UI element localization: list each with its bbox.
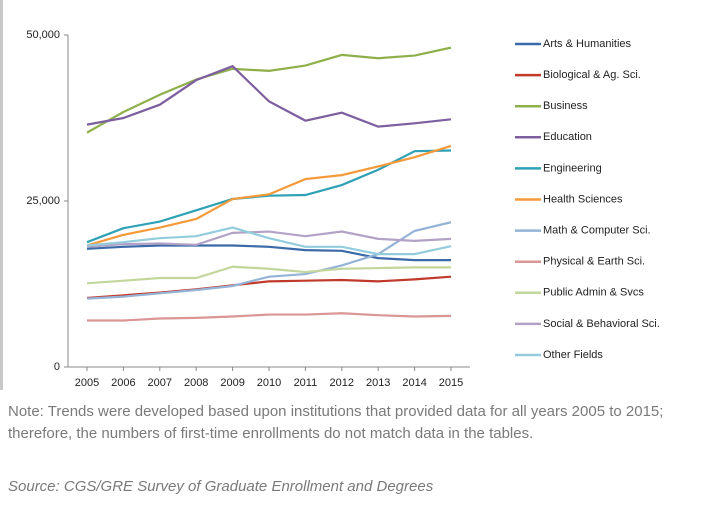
legend-label: Arts & Humanities (543, 38, 632, 50)
chart: 0 25,000 50,000 2005 2006 2007 2008 2009 2010 201… (26, 29, 660, 389)
y-tick-label: 25,000 (26, 195, 60, 207)
legend-label: Health Sciences (543, 193, 623, 205)
note: Note: Trends were developed based upon i… (8, 403, 664, 442)
x-tick-label: 2008 (184, 377, 208, 389)
series-line (86, 244, 451, 262)
series-line (86, 144, 452, 247)
source: Source: CGS/GRE Survey of Graduate Enrol… (8, 478, 434, 495)
x-tick-label: 2010 (257, 377, 281, 389)
x-tick-label: 2007 (148, 377, 172, 389)
legend-label: Public Admin & Svcs (543, 287, 644, 299)
x-tick-label: 2006 (111, 377, 135, 389)
legend-label: Math & Computer Sci. (543, 225, 651, 237)
y-tick-label: 50,000 (26, 29, 60, 41)
series-line (86, 64, 452, 128)
legend-label: Education (543, 131, 592, 143)
y-tick-label: 0 (54, 361, 60, 373)
x-tick-label: 2005 (75, 377, 99, 389)
legend-label: Physical & Earth Sci. (543, 256, 645, 268)
legend-label: Other Fields (543, 349, 603, 361)
series-line (86, 230, 452, 248)
legend-label: Biological & Ag. Sci. (543, 69, 641, 81)
x-tick-label: 2012 (330, 377, 354, 389)
series-line (86, 149, 452, 244)
x-tick-label: 2015 (439, 377, 463, 389)
series-line (87, 312, 452, 322)
series-line (86, 226, 452, 256)
x-tick-label: 2014 (402, 377, 426, 389)
legend-label: Engineering (543, 162, 602, 174)
legend-label: Social & Behavioral Sci. (543, 318, 660, 330)
series-line (86, 221, 452, 300)
series-line (86, 46, 452, 134)
x-tick-label: 2011 (294, 377, 318, 389)
side-border (0, 0, 3, 390)
x-tick-label: 2009 (220, 377, 244, 389)
x-tick-label: 2013 (366, 377, 390, 389)
legend-label: Business (543, 100, 588, 112)
series-line (86, 265, 451, 285)
